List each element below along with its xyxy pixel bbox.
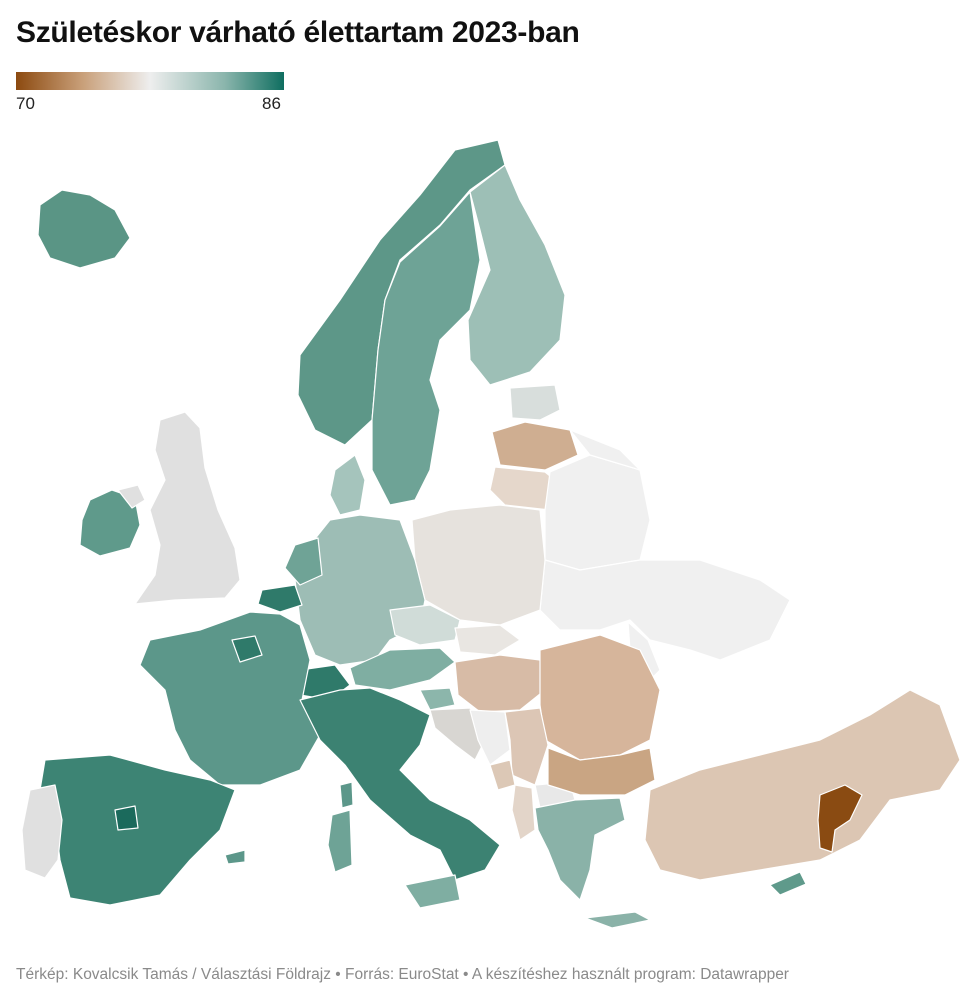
region-belarus[interactable] xyxy=(544,454,651,571)
region-netherlands[interactable] xyxy=(284,537,323,586)
region-slovakia[interactable] xyxy=(454,624,521,656)
map-footer-credits: Térkép: Kovalcsik Tamás / Választási Föl… xyxy=(16,966,789,983)
map-title: Születéskor várható élettartam 2023-ban xyxy=(16,16,580,49)
region-austria[interactable] xyxy=(349,647,456,691)
europe-choropleth-map xyxy=(21,139,961,929)
region-portugal[interactable] xyxy=(21,784,63,879)
region-finland[interactable] xyxy=(467,164,566,386)
region-turkey[interactable] xyxy=(644,689,961,881)
region-estonia[interactable] xyxy=(509,384,561,421)
region-bulgaria[interactable] xyxy=(547,747,656,796)
region-romania[interactable] xyxy=(539,634,661,761)
region-germany[interactable] xyxy=(294,514,426,666)
region-hungary[interactable] xyxy=(454,654,546,713)
region-belgium[interactable] xyxy=(257,584,303,613)
region-sweden[interactable] xyxy=(371,191,481,506)
region-spain[interactable] xyxy=(39,754,236,906)
region-balearic-islands[interactable] xyxy=(224,849,246,865)
region-slovenia[interactable] xyxy=(419,687,456,711)
region-italy[interactable] xyxy=(299,687,501,881)
region-sicily[interactable] xyxy=(404,874,461,909)
region-czechia[interactable] xyxy=(389,604,461,646)
legend-max-label: 86 xyxy=(262,94,281,113)
region-ukraine[interactable] xyxy=(539,559,791,661)
legend-min-label: 70 xyxy=(16,94,35,113)
region-turkey-hatay[interactable] xyxy=(817,784,863,853)
region-united-kingdom[interactable] xyxy=(134,411,241,605)
region-france[interactable] xyxy=(139,611,321,786)
region-greece[interactable] xyxy=(534,797,626,901)
legend-gradient-bar xyxy=(16,72,284,90)
region-madrid[interactable] xyxy=(114,805,139,831)
region-crete[interactable] xyxy=(584,911,651,929)
region-ile-de-france[interactable] xyxy=(231,635,263,663)
region-latvia[interactable] xyxy=(491,421,579,471)
region-corsica[interactable] xyxy=(339,781,354,809)
region-bosnia[interactable] xyxy=(469,709,511,766)
region-albania[interactable] xyxy=(511,784,536,841)
region-cyprus[interactable] xyxy=(769,871,807,896)
region-russia[interactable] xyxy=(569,429,641,471)
region-iceland[interactable] xyxy=(37,189,131,269)
region-sardinia[interactable] xyxy=(327,809,353,873)
color-legend: 70 86 xyxy=(16,72,286,114)
region-norway[interactable] xyxy=(297,139,506,446)
region-northern-ireland[interactable] xyxy=(117,484,146,509)
region-montenegro[interactable] xyxy=(489,759,516,791)
region-denmark[interactable] xyxy=(329,454,366,516)
